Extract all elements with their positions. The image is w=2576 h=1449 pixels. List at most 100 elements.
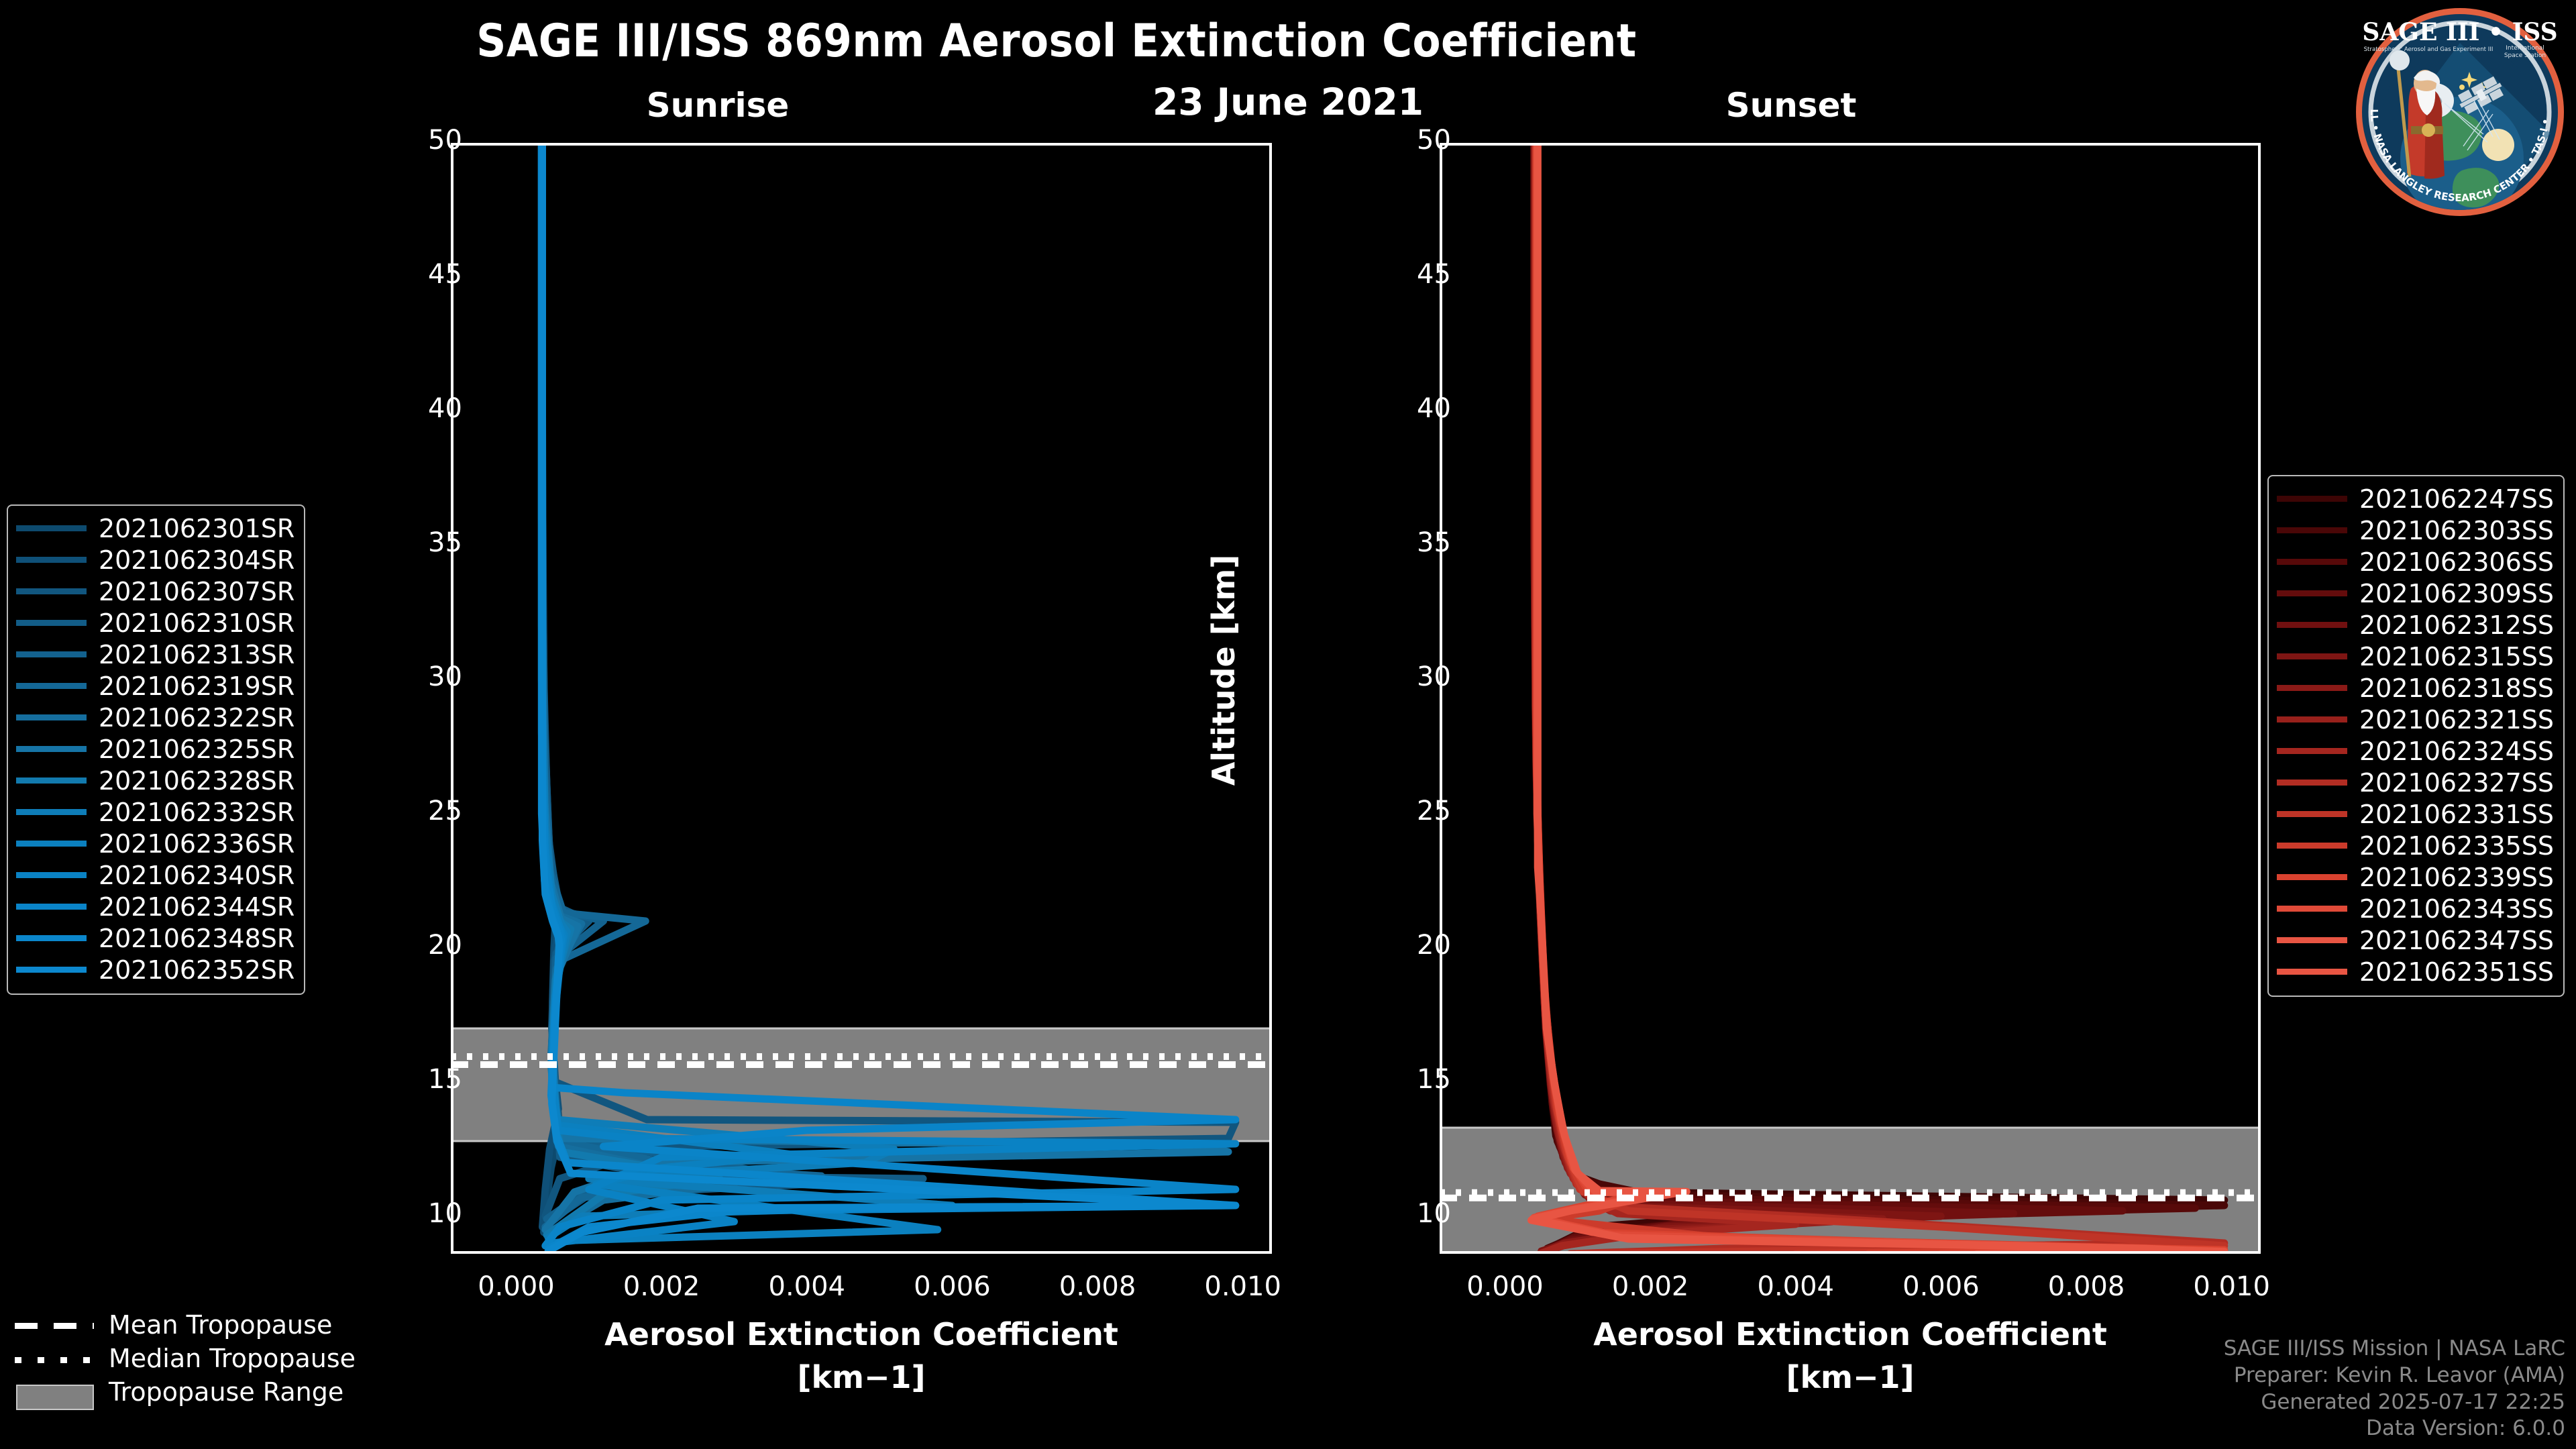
legend-item-label: 2021062318SS [2359, 673, 2555, 703]
legend-color-swatch [2277, 622, 2347, 628]
legend-item[interactable]: 2021062312SS [2277, 609, 2554, 641]
mean-tropopause-dash-icon [15, 1317, 94, 1333]
credits-block: SAGE III/ISS Mission | NASA LaRC Prepare… [2224, 1336, 2565, 1442]
legend-item[interactable]: 2021062344SR [16, 891, 294, 922]
x-tick-label: 0.008 [1059, 1271, 1136, 1302]
legend-item-label: 2021062306SS [2359, 547, 2555, 577]
legend-item[interactable]: 2021062318SS [2277, 672, 2554, 704]
sage-iii-iss-mission-patch-icon: SAGE III • ISS Stratospheric Aerosol and… [2349, 3, 2564, 216]
legend-item[interactable]: 2021062325SR [16, 733, 294, 765]
legend-item-label: 2021062325SR [99, 734, 295, 764]
legend-item-label: 2021062344SR [99, 892, 295, 922]
profile-line [1533, 143, 2229, 1254]
x-tick-label: 0.008 [2047, 1271, 2125, 1302]
profile-line [1530, 143, 2229, 1252]
legend-item[interactable]: 2021062351SS [2277, 956, 2554, 987]
legend-item[interactable]: 2021062307SR [16, 576, 294, 607]
legend-color-swatch [2277, 685, 2347, 691]
sunrise-legend[interactable]: 2021062301SR 2021062304SR 2021062307SR 2021… [7, 504, 306, 995]
x-axis-title-right-line2: [km−1] [1786, 1359, 1915, 1395]
legend-item-label: 2021062307SR [99, 576, 295, 606]
legend-color-swatch [16, 935, 87, 941]
credits-line-preparer: Preparer: Kevin R. Leavor (AMA) [2233, 1362, 2565, 1387]
legend-color-swatch [16, 809, 87, 815]
legend-item[interactable]: 2021062247SS [2277, 483, 2554, 515]
legend-item[interactable]: 2021062324SS [2277, 735, 2554, 767]
legend-item[interactable]: 2021062319SR [16, 670, 294, 702]
legend-item[interactable]: 2021062343SS [2277, 893, 2554, 924]
plot-frame [451, 143, 1272, 1254]
legend-item[interactable]: 2021062304SR [16, 544, 294, 576]
legend-color-swatch [2277, 496, 2347, 502]
profile-line [1530, 143, 2229, 1254]
legend-item[interactable]: 2021062335SS [2277, 830, 2554, 861]
legend-color-swatch [16, 841, 87, 847]
median-tropopause-dot-icon [15, 1350, 94, 1366]
x-tick-label: 0.000 [478, 1271, 555, 1302]
x-tick-label: 0.004 [1757, 1271, 1835, 1302]
legend-item-label: 2021062347SS [2359, 925, 2555, 955]
x-tick-label: 0.010 [2193, 1271, 2270, 1302]
legend-item-label: 2021062324SS [2359, 736, 2555, 766]
x-tick-label: 0.000 [1466, 1271, 1544, 1302]
legend-item[interactable]: 2021062336SR [16, 828, 294, 859]
legend-item[interactable]: 2021062301SR [16, 513, 294, 544]
legend-color-swatch [16, 651, 87, 657]
legend-color-swatch [2277, 874, 2347, 880]
legend-color-swatch [2277, 716, 2347, 722]
panel-label-sunset: Sunset [1725, 86, 1857, 125]
legend-color-swatch [16, 746, 87, 752]
legend-item[interactable]: 2021062339SS [2277, 861, 2554, 893]
x-axis-title-right-line1: Aerosol Extinction Coefficient [1593, 1316, 2107, 1352]
legend-item[interactable]: 2021062327SS [2277, 767, 2554, 798]
legend-item[interactable]: 2021062306SS [2277, 546, 2554, 578]
legend-color-swatch [16, 557, 87, 563]
legend-item[interactable]: 2021062303SS [2277, 515, 2554, 546]
legend-item[interactable]: 2021062352SR [16, 954, 294, 985]
legend-color-swatch [16, 872, 87, 878]
legend-item[interactable]: 2021062347SS [2277, 924, 2554, 956]
profile-line [1532, 143, 2229, 1254]
legend-item[interactable]: 2021062348SR [16, 922, 294, 954]
legend-item-label: 2021062331SS [2359, 799, 2555, 829]
legend-item[interactable]: 2021062331SS [2277, 798, 2554, 830]
legend-item[interactable]: 2021062309SS [2277, 578, 2554, 609]
profile-line [1530, 143, 2229, 1252]
legend-item[interactable]: 2021062310SR [16, 607, 294, 639]
sunset-profile-plot [1440, 143, 2261, 1254]
profile-line [1532, 143, 1800, 1254]
sunrise-profile-plot [451, 143, 1272, 1254]
page-subtitle: 23 June 2021 [1152, 80, 1424, 123]
legend-item[interactable]: 2021062322SR [16, 702, 294, 733]
x-tick-label: 0.010 [1204, 1271, 1281, 1302]
legend-item-label: 2021062319SR [99, 671, 295, 701]
legend-item-label: 2021062343SS [2359, 894, 2555, 924]
profile-line [1527, 143, 2229, 1254]
profile-line [1529, 143, 2229, 1254]
legend-color-swatch [2277, 843, 2347, 849]
legend-item[interactable]: 2021062340SR [16, 859, 294, 891]
legend-color-swatch [2277, 937, 2347, 943]
legend-item[interactable]: 2021062315SS [2277, 641, 2554, 672]
legend-item[interactable]: 2021062328SR [16, 765, 294, 796]
legend-item-label: 2021062340SR [99, 860, 295, 890]
legend-item-label: 2021062332SR [99, 797, 295, 827]
legend-item[interactable]: 2021062313SR [16, 639, 294, 670]
legend-item-label: 2021062303SS [2359, 515, 2555, 545]
profile-line [1532, 143, 2229, 1254]
svg-text:SAGE III • ISS: SAGE III • ISS [2362, 18, 2557, 46]
legend-color-swatch [2277, 780, 2347, 786]
profile-line [1531, 143, 2018, 1254]
legend-item[interactable]: 2021062332SR [16, 796, 294, 828]
credits-line-generated: Generated 2025-07-17 22:25 [2261, 1389, 2565, 1414]
legend-item-label: 2021062247SS [2359, 484, 2555, 514]
legend-color-swatch [2277, 559, 2347, 565]
legend-color-swatch [16, 967, 87, 973]
legend-item-label: 2021062335SS [2359, 830, 2555, 861]
x-axis-title-left-line2: [km−1] [797, 1359, 926, 1395]
sunset-legend[interactable]: 2021062247SS 2021062303SS 2021062306SS 2021… [2267, 475, 2565, 997]
legend-color-swatch [2277, 748, 2347, 754]
x-tick-label: 0.002 [623, 1271, 700, 1302]
legend-item[interactable]: 2021062321SS [2277, 704, 2554, 735]
legend-item-label: 2021062310SR [99, 608, 295, 638]
